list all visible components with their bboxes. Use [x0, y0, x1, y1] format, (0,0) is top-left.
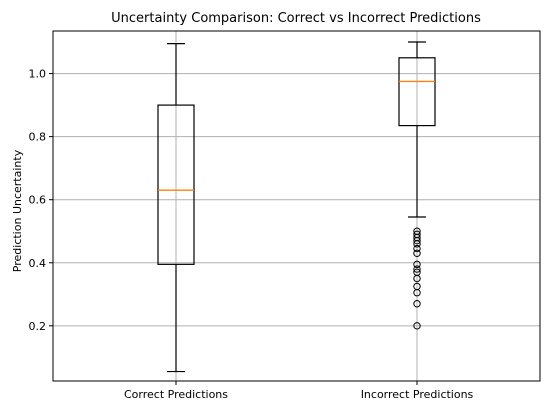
- y-tick-label: 1.0: [29, 68, 47, 81]
- box-plots: [157, 41, 436, 373]
- outlier-point: [413, 265, 421, 273]
- outlier-point: [413, 300, 421, 308]
- outlier-point: [413, 268, 421, 276]
- outlier-point: [413, 230, 421, 239]
- x-category-label: Correct Predictions: [124, 388, 228, 401]
- outlier-point: [413, 322, 421, 330]
- grid-lines: [53, 31, 540, 381]
- iqr-box: [398, 57, 436, 127]
- y-tick-label: 0.8: [29, 131, 47, 144]
- iqr-box: [157, 104, 195, 265]
- y-axis-label: Prediction Uncertainty: [11, 149, 24, 272]
- outlier-point: [413, 260, 421, 269]
- y-tick-label: 0.4: [29, 257, 47, 270]
- plot-frame: [52, 30, 541, 382]
- chart-title: Uncertainty Comparison: Correct vs Incor…: [111, 11, 481, 26]
- axes: 0.2 0.4 0.6 0.8 1.0 Correct Predictions Incorr…: [29, 68, 474, 401]
- y-tick-label: 0.2: [29, 320, 47, 333]
- y-tick-label: 0.6: [29, 194, 47, 207]
- x-category-label: Incorrect Predictions: [361, 388, 474, 401]
- box-correct: [157, 43, 195, 373]
- outlier-point: [413, 249, 421, 257]
- outlier-point: [413, 244, 421, 253]
- box-incorrect: [398, 41, 436, 330]
- outlier-point: [413, 282, 421, 291]
- outlier-point: [413, 227, 421, 235]
